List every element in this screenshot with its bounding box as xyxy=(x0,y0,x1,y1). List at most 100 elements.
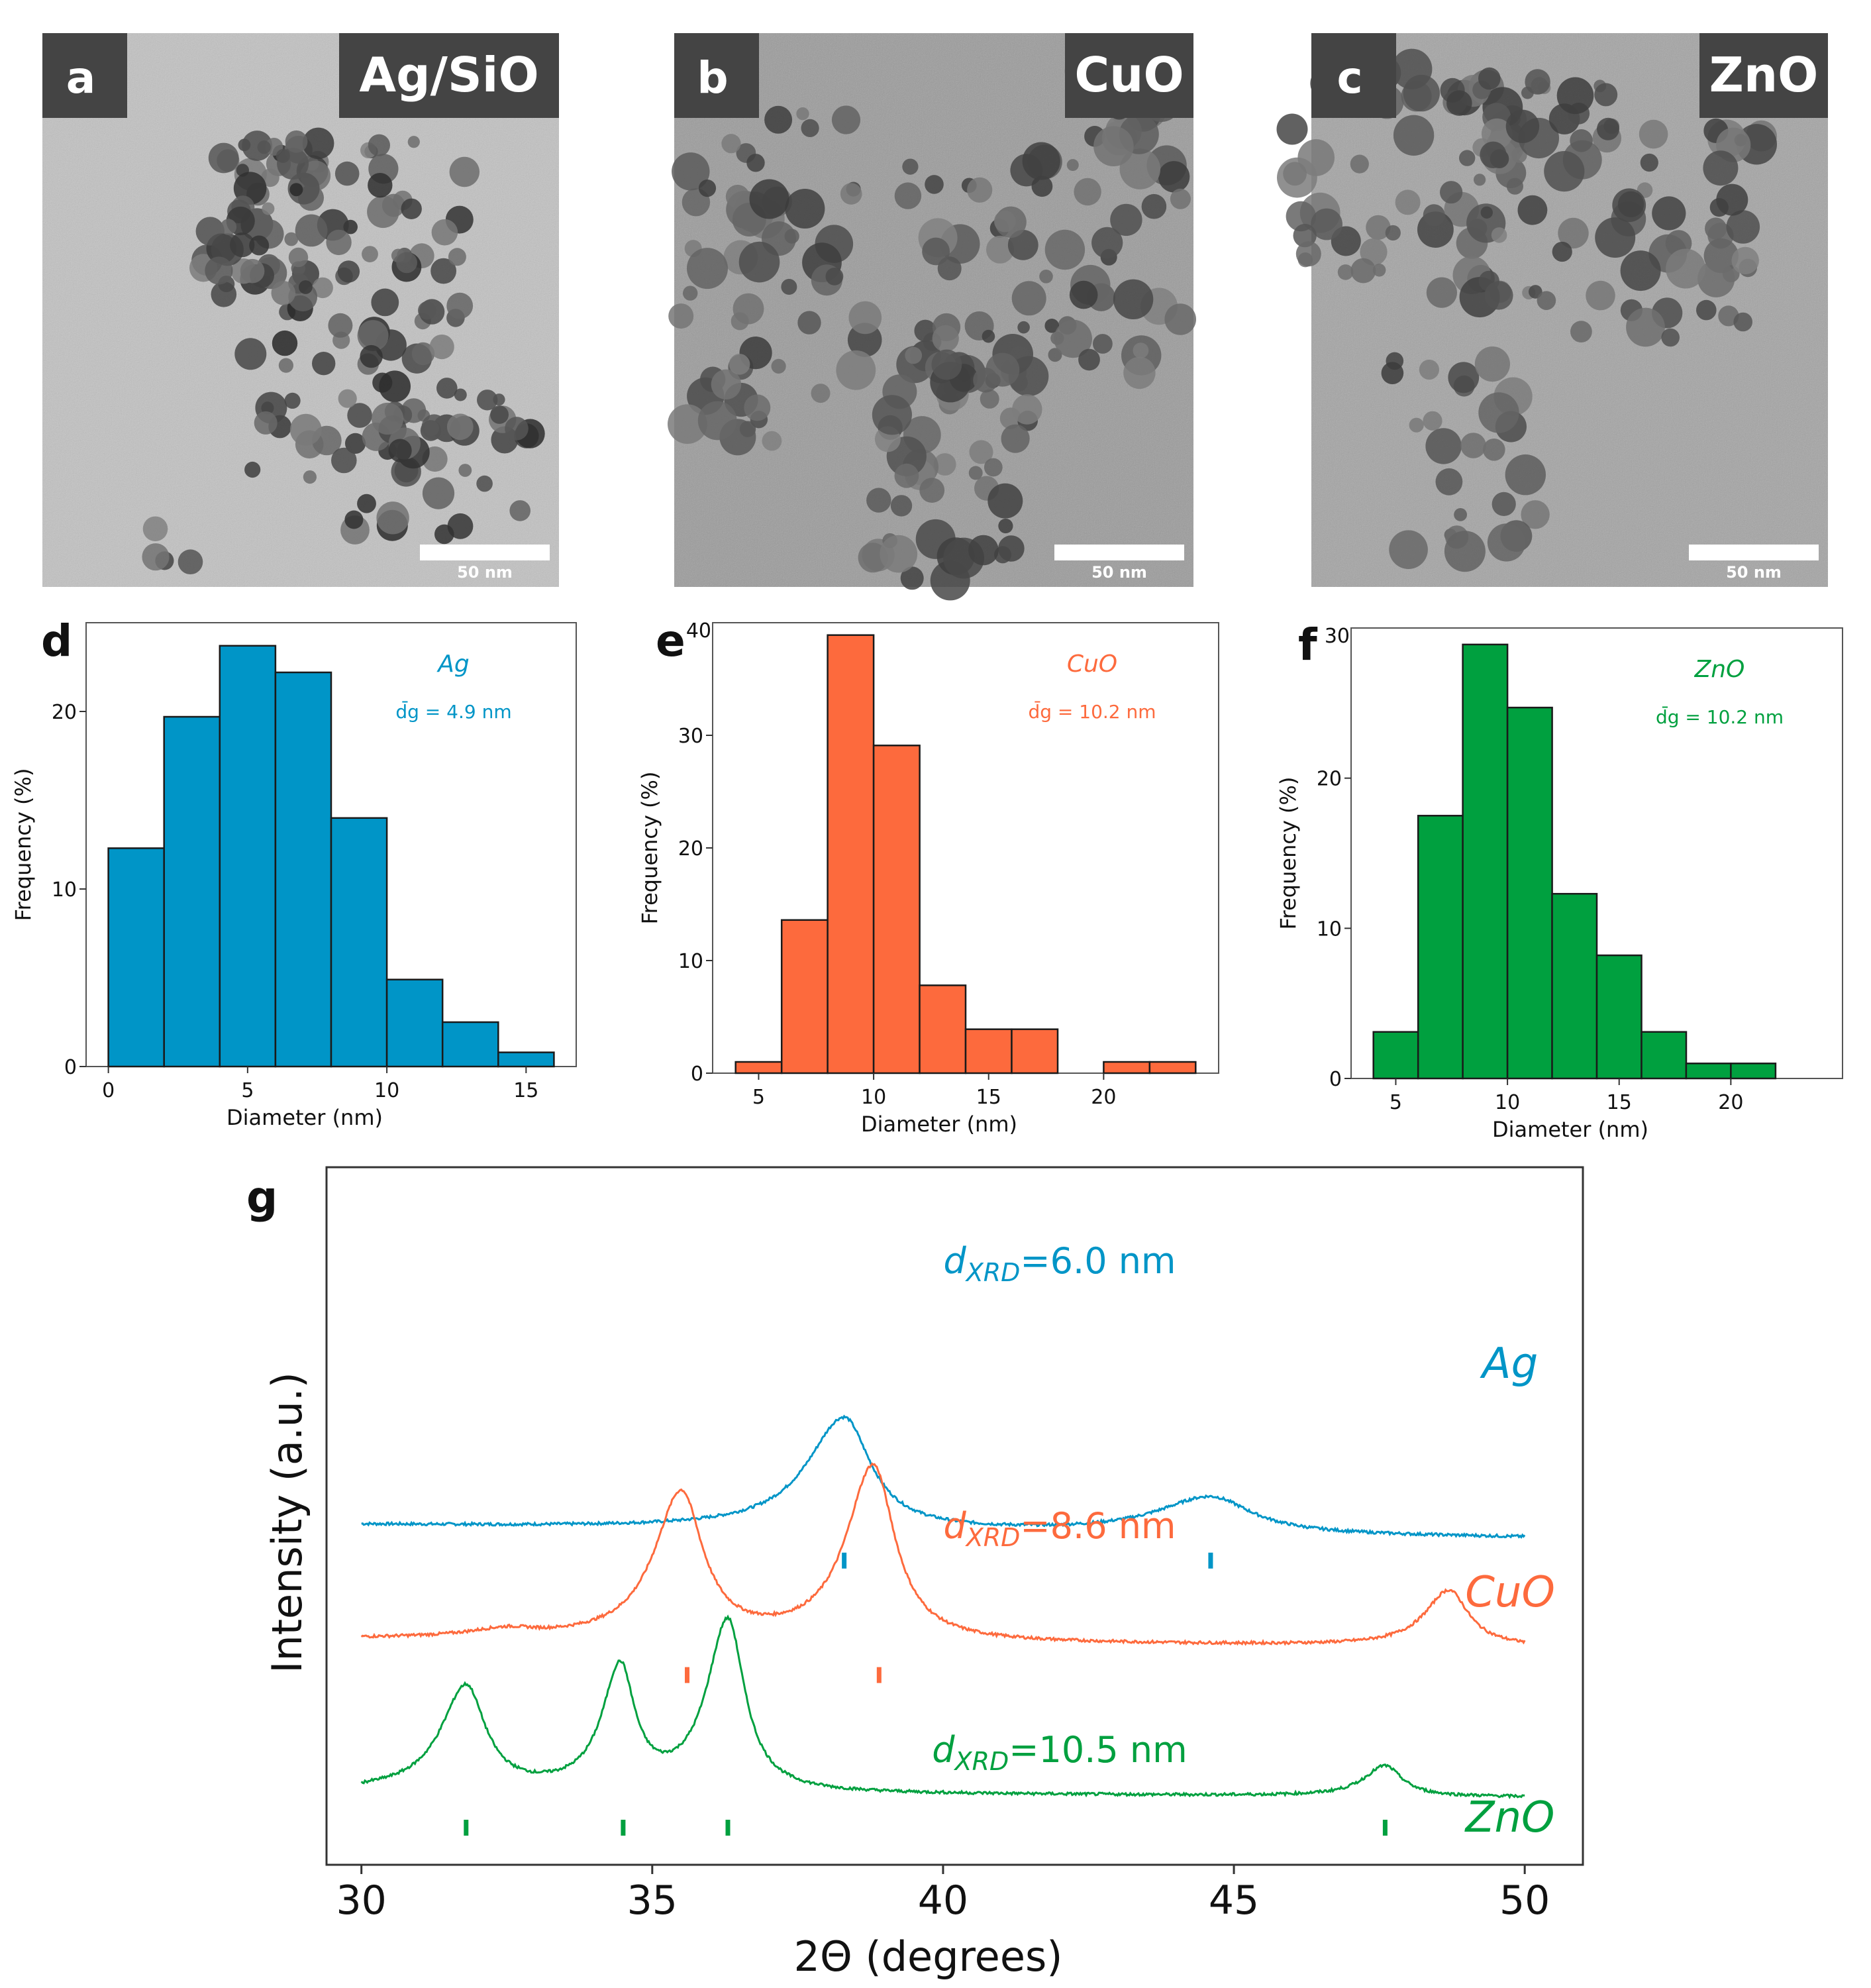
nanoparticle xyxy=(1696,299,1717,321)
nanoparticle xyxy=(208,142,239,174)
nanoparticle xyxy=(1483,439,1505,461)
nanoparticle xyxy=(328,313,353,338)
annotation-subscript: XRD xyxy=(965,1523,1021,1552)
nanoparticle xyxy=(968,535,999,566)
nanoparticle xyxy=(289,183,303,197)
histogram-f: 5 10 15 20 0 10 20 30 Diameter (nm) Frequency (%)… xyxy=(1276,619,1843,1142)
nanoparticle xyxy=(454,388,467,401)
nanoparticle xyxy=(1286,201,1316,232)
nanoparticle xyxy=(1716,183,1748,216)
bars xyxy=(734,634,1197,1074)
histogram-e: 5 10 15 20 0 10 20 30 40 Diameter (nm) Frequency (… xyxy=(637,615,1219,1137)
nanoparticle xyxy=(177,549,203,574)
nanoparticle xyxy=(1054,319,1092,358)
xrd-pattern-line xyxy=(360,1614,1525,1799)
nanoparticle xyxy=(220,219,237,235)
nanoparticle xyxy=(422,477,455,509)
bar xyxy=(1641,1031,1688,1080)
bar xyxy=(1506,706,1553,1080)
nanoparticles xyxy=(668,48,1196,601)
nanoparticle xyxy=(357,494,376,513)
nanoparticle xyxy=(1521,500,1550,529)
nanoparticle xyxy=(1617,191,1644,217)
sample-label: Ag/SiO xyxy=(359,47,538,103)
nanoparticle xyxy=(781,279,797,295)
bar xyxy=(1685,1063,1732,1080)
crystallite-size-annotation: dXRD=10.5 nm xyxy=(932,1729,1187,1776)
scale-bar-label: 50 nm xyxy=(1091,563,1147,582)
nanoparticle xyxy=(1066,159,1079,172)
histogram-panels: 0 5 10 15 0 10 20 Diameter (nm) Frequency (%) d Ag… xyxy=(11,615,1843,1142)
bar xyxy=(1417,815,1464,1080)
nanoparticle xyxy=(287,172,320,205)
y-tick-label-top: 30 xyxy=(1325,625,1350,648)
series-zno: dXRD=10.5 nm ZnO xyxy=(360,1614,1554,1842)
bar xyxy=(919,984,967,1074)
nanoparticle xyxy=(784,229,799,244)
letter-box xyxy=(42,33,127,118)
nanoparticle xyxy=(729,354,750,375)
scale-bar xyxy=(420,545,550,560)
bar xyxy=(780,919,829,1074)
nanoparticle xyxy=(721,134,741,154)
nanoparticle xyxy=(1022,142,1060,180)
nanoparticle xyxy=(1031,176,1053,197)
nanoparticle xyxy=(312,352,336,376)
nanoparticle xyxy=(744,394,771,421)
nanoparticle xyxy=(1595,217,1636,258)
nanoparticle xyxy=(388,439,412,462)
nanoparticle xyxy=(476,475,493,492)
nanoparticle xyxy=(303,470,317,484)
nanoparticle xyxy=(1381,362,1404,384)
nanoparticle xyxy=(289,413,322,446)
nanoparticle xyxy=(284,392,301,409)
nanoparticle xyxy=(1113,279,1154,319)
annotation-value: =8.6 nm xyxy=(1020,1505,1176,1547)
y-tick-label: 0 xyxy=(1329,1068,1342,1091)
nanoparticle xyxy=(1733,312,1752,332)
nanoparticle xyxy=(1091,227,1123,258)
nanoparticle xyxy=(733,293,764,325)
annotation-subscript: XRD xyxy=(954,1747,1009,1776)
nanoparticle xyxy=(334,161,360,186)
bars xyxy=(107,645,555,1068)
nanoparticle xyxy=(969,440,993,464)
bar xyxy=(1462,643,1509,1080)
nanoparticle xyxy=(1048,348,1062,362)
legend-name: Ag xyxy=(436,651,469,678)
nanoparticle xyxy=(418,301,436,320)
panel-letter: b xyxy=(697,52,728,103)
label-box xyxy=(1065,33,1193,118)
crystallite-size-annotation: dXRD=8.6 nm xyxy=(943,1505,1176,1552)
nanoparticle xyxy=(1460,433,1486,458)
nanoparticle xyxy=(1366,215,1391,240)
nanoparticle xyxy=(257,140,271,154)
nanoparticle xyxy=(1372,264,1386,277)
nanoparticle xyxy=(372,372,393,393)
nanoparticle xyxy=(446,292,474,319)
nanoparticle xyxy=(360,344,383,368)
nanoparticle xyxy=(1409,417,1424,433)
nanoparticle xyxy=(272,330,298,356)
nanoparticle xyxy=(436,378,458,399)
series-name-label: CuO xyxy=(1465,1568,1555,1617)
nanoparticle xyxy=(1478,392,1519,433)
x-tick-label: 50 xyxy=(1499,1877,1550,1924)
nanoparticle xyxy=(668,404,707,444)
nanoparticle xyxy=(1661,328,1680,347)
nanoparticle xyxy=(1552,241,1572,262)
y-tick-label: 20 xyxy=(678,837,703,861)
nanoparticle xyxy=(449,156,480,187)
nanoparticle xyxy=(1276,113,1308,145)
nanoparticle xyxy=(431,219,458,246)
x-tick-label: 40 xyxy=(918,1877,968,1924)
y-tick-label: 0 xyxy=(691,1063,703,1086)
x-tick-label: 5 xyxy=(1390,1091,1402,1114)
nanoparticle xyxy=(337,260,360,283)
nanoparticle xyxy=(1069,280,1098,309)
nanoparticle xyxy=(831,105,861,134)
nanoparticle xyxy=(421,414,447,440)
nanoparticle xyxy=(1703,150,1739,186)
x-tick-label: 10 xyxy=(374,1079,399,1102)
